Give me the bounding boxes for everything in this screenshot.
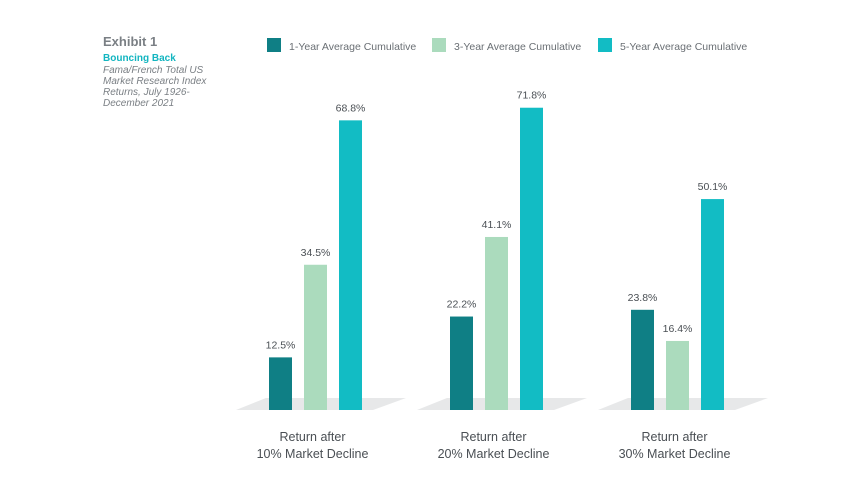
category-label-3-line2: 30% Market Decline (619, 447, 731, 461)
bar-series2-group1 (304, 264, 327, 410)
value-label-series3-group2: 71.8% (517, 90, 547, 102)
category-label-3-line1: Return after (641, 430, 707, 444)
exhibit-label: Exhibit 1 (103, 34, 158, 49)
category-label-1-line1: Return after (279, 430, 345, 444)
bars (269, 107, 724, 411)
chart-header: Exhibit 1 Bouncing Back Fama/French Tota… (103, 34, 243, 109)
value-label-series2-group3: 16.4% (663, 323, 693, 335)
value-labels: 12.5% 22.2% 23.8% 34.5% 41.1% 16.4% 68.8% 71.8%… (266, 90, 728, 352)
category-label-2-line2: 20% Market Decline (438, 447, 550, 461)
value-label-series2-group2: 41.1% (482, 219, 512, 231)
legend-label-3: 5-Year Average Cumulative (620, 41, 747, 53)
category-labels: Return after 10% Market Decline Return aft… (257, 430, 731, 461)
bar-series1-group3 (631, 309, 654, 410)
bar-series3-group1 (339, 120, 362, 411)
legend-label-1: 1-Year Average Cumulative (289, 41, 416, 53)
bar-series2-group3 (666, 340, 689, 410)
legend-swatch-2 (432, 38, 446, 52)
value-label-series1-group3: 23.8% (628, 292, 658, 304)
bar-series2-group2 (485, 236, 508, 410)
legend-label-2: 3-Year Average Cumulative (454, 41, 581, 53)
bar-series3-group2 (520, 107, 543, 411)
category-label-2-line1: Return after (460, 430, 526, 444)
bar-series3-group3 (701, 199, 724, 410)
legend: 1-Year Average Cumulative 3-Year Average … (267, 38, 747, 53)
value-label-series1-group1: 12.5% (266, 339, 296, 351)
value-label-series3-group3: 50.1% (698, 181, 728, 193)
chart-description: Fama/French Total US Market Research Ind… (103, 65, 207, 109)
legend-swatch-1 (267, 38, 281, 52)
chart-title: Bouncing Back (103, 53, 176, 64)
value-label-series1-group2: 22.2% (447, 299, 477, 311)
value-label-series3-group1: 68.8% (336, 102, 366, 114)
bar-series1-group1 (269, 357, 292, 410)
value-label-series2-group1: 34.5% (301, 247, 331, 259)
legend-swatch-3 (598, 38, 612, 52)
category-label-1-line2: 10% Market Decline (257, 447, 369, 461)
bar-series1-group2 (450, 316, 473, 410)
